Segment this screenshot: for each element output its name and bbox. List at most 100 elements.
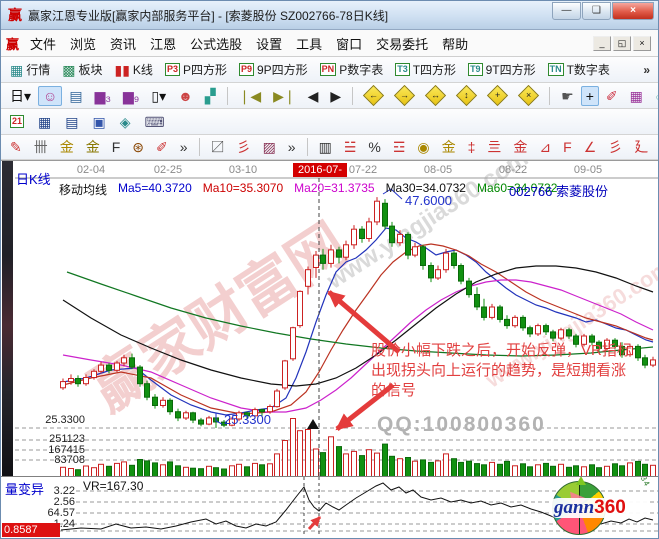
- pattern-tool-button[interactable]: ▨: [258, 137, 281, 157]
- menu-settings[interactable]: 设置: [256, 36, 283, 52]
- grid-lines-tool-button[interactable]: 卌: [29, 137, 53, 157]
- mdi-restore-button[interactable]: ◱: [613, 35, 631, 51]
- compress-all-button[interactable]: ×: [514, 84, 543, 107]
- menu-trade[interactable]: 交易委托: [376, 36, 429, 52]
- menu-help[interactable]: 帮助: [442, 36, 469, 52]
- menu-news[interactable]: 资讯: [110, 36, 137, 52]
- p-digit-table-label: P数字表: [339, 63, 384, 77]
- quotes-button[interactable]: ▦ 行情: [5, 58, 55, 81]
- gann-face-view-button[interactable]: ☺: [38, 85, 63, 106]
- last-page-button[interactable]: ▶❘: [268, 86, 301, 106]
- price-table-tool-button[interactable]: ▥: [314, 137, 337, 157]
- triangle-tool-button[interactable]: ⊿: [534, 137, 556, 157]
- menu-formula-stockpick[interactable]: 公式选股: [190, 36, 243, 52]
- mdi-minimize-button[interactable]: _: [593, 35, 611, 51]
- angle-tool-button[interactable]: ∠: [579, 137, 602, 157]
- percent-line-tool-button[interactable]: ☲: [388, 137, 411, 157]
- gold-grid-tool-button[interactable]: 金: [55, 137, 79, 157]
- data-transfer-button[interactable]: ◈: [115, 112, 136, 132]
- brain-tool-button[interactable]: ♧: [650, 86, 658, 106]
- p-digit-table-button[interactable]: PN P数字表: [315, 58, 389, 81]
- sectors-button[interactable]: ▩ 板块: [57, 58, 107, 81]
- 9t-square-button[interactable]: T9 9T四方形: [463, 58, 541, 81]
- menu-browse[interactable]: 浏览: [70, 36, 97, 52]
- grid-lines-tool-icon: 卌: [33, 139, 48, 155]
- calendar-button[interactable]: 21: [5, 112, 29, 131]
- more-draw-1-button[interactable]: »: [175, 137, 193, 157]
- t-digit-table-button[interactable]: TN T数字表: [543, 58, 615, 81]
- save-button[interactable]: ▣: [87, 112, 110, 132]
- percent-tool-button[interactable]: %: [363, 137, 385, 157]
- menu-window[interactable]: 窗口: [336, 36, 363, 52]
- circle-tool-button[interactable]: ◉: [412, 137, 434, 157]
- kline-svg[interactable]: [1, 161, 658, 476]
- 9p-square-button[interactable]: P9 9P四方形: [234, 58, 313, 81]
- kline-period-dropdown-button[interactable]: 日▾: [5, 86, 36, 106]
- expand-all-button[interactable]: +: [483, 84, 512, 107]
- more-draw-2-button[interactable]: »: [283, 137, 301, 157]
- menu-tools[interactable]: 工具: [296, 36, 323, 52]
- minimize-button[interactable]: —: [552, 2, 581, 20]
- cross-tool-button[interactable]: ‡: [463, 137, 481, 157]
- t-square-button[interactable]: T3 T四方形: [390, 58, 461, 81]
- last-page-icon: ▶❘: [273, 87, 296, 104]
- hand-tool-button[interactable]: ☛: [556, 86, 579, 106]
- chart-9-view-button[interactable]: ▆₉: [118, 86, 144, 106]
- shift-right-button[interactable]: →: [390, 84, 419, 107]
- purple-grid-tool-button[interactable]: ▦: [625, 86, 648, 106]
- toolbar-separator: [198, 138, 200, 156]
- toolbar-main-overflow[interactable]: »: [643, 62, 650, 77]
- menu-file[interactable]: 文件: [30, 36, 57, 52]
- menu-gann[interactable]: 江恩: [150, 36, 177, 52]
- magnify-line-tool-button[interactable]: ✐: [601, 86, 623, 106]
- gann-portrait-button[interactable]: ☻: [173, 86, 198, 106]
- trend-tool-icon: 廴: [634, 139, 649, 155]
- circle-tool-icon: ◉: [417, 139, 430, 155]
- shift-left-button[interactable]: ←: [359, 84, 388, 107]
- notes-view-button[interactable]: ▤: [64, 86, 87, 106]
- fan-tool-button[interactable]: 彡: [603, 137, 627, 157]
- menu-bar: 赢 文件 浏览 资讯 江恩 公式选股 设置 工具 窗口 交易委托 帮助 _ ◱ ×: [1, 30, 658, 57]
- cross-tool-icon: ‡: [467, 139, 476, 155]
- golden-ratio-tool-button[interactable]: 金: [508, 137, 532, 157]
- p-square-button[interactable]: P3 P四方形: [160, 58, 232, 81]
- f-tool-button[interactable]: F: [107, 137, 126, 157]
- ray-fan-tool-button[interactable]: 彡: [232, 137, 256, 157]
- box-tool-button[interactable]: 〼: [206, 137, 230, 157]
- mdi-close-button[interactable]: ×: [633, 35, 651, 51]
- price-table-tool-icon: ▥: [318, 139, 332, 155]
- brain-tool-icon: ♧: [655, 89, 658, 103]
- magnify-line-tool-icon: ✐: [605, 87, 618, 104]
- expand-horizontal-button[interactable]: ↔: [421, 84, 450, 107]
- vr-indicator-panel[interactable]: 量变异 VR=167.30 0.8587 2345678901234 gann …: [1, 476, 658, 538]
- chart-3-view-button[interactable]: ▆₃: [90, 86, 116, 106]
- calculator-button[interactable]: ▦: [33, 112, 56, 132]
- save-icon: ▣: [92, 113, 106, 130]
- fibonacci-tool-button[interactable]: F: [558, 137, 577, 157]
- notes-view-icon: ▤: [69, 87, 83, 104]
- percent-ruler-tool-button[interactable]: ☱: [339, 137, 362, 157]
- golden-section-tool-button[interactable]: 金: [437, 137, 461, 157]
- maximize-button[interactable]: ❏: [582, 2, 611, 20]
- remote-pc-button[interactable]: ⌨: [140, 112, 170, 132]
- trend-tool-button[interactable]: 廴: [629, 137, 653, 157]
- crosshair-tool-button[interactable]: +: [580, 85, 599, 106]
- prev-bar-button[interactable]: ◀: [303, 86, 324, 106]
- next-bar-button[interactable]: ▶: [325, 86, 346, 106]
- parallel-lines-tool-button[interactable]: 亖: [482, 137, 506, 157]
- 9t-square-label: 9T四方形: [485, 63, 536, 77]
- gold-grid2-tool-button[interactable]: 金: [81, 137, 105, 157]
- spiral-tool-button[interactable]: ⊛: [127, 137, 149, 157]
- expand-all-icon: +: [487, 84, 509, 107]
- color-histogram-button[interactable]: ▞: [200, 86, 221, 106]
- close-button[interactable]: ×: [612, 2, 654, 20]
- notepad-button[interactable]: ▤: [60, 112, 83, 132]
- expand-vertical-button[interactable]: ↕: [452, 84, 481, 107]
- pen-ruler-tool-button[interactable]: ✐: [151, 137, 173, 157]
- first-page-button[interactable]: ❘◀: [234, 86, 267, 106]
- kline-chart-panel[interactable]: 赢家财富网 www.yingjia360.com www.yingjia360.…: [1, 160, 658, 476]
- p-square-label: P四方形: [182, 63, 227, 77]
- kline-button[interactable]: ▮▮ K线: [110, 58, 158, 81]
- draw-pen-button[interactable]: ✎: [5, 137, 27, 157]
- candle-style-dropdown-button[interactable]: ▯▾: [146, 86, 171, 106]
